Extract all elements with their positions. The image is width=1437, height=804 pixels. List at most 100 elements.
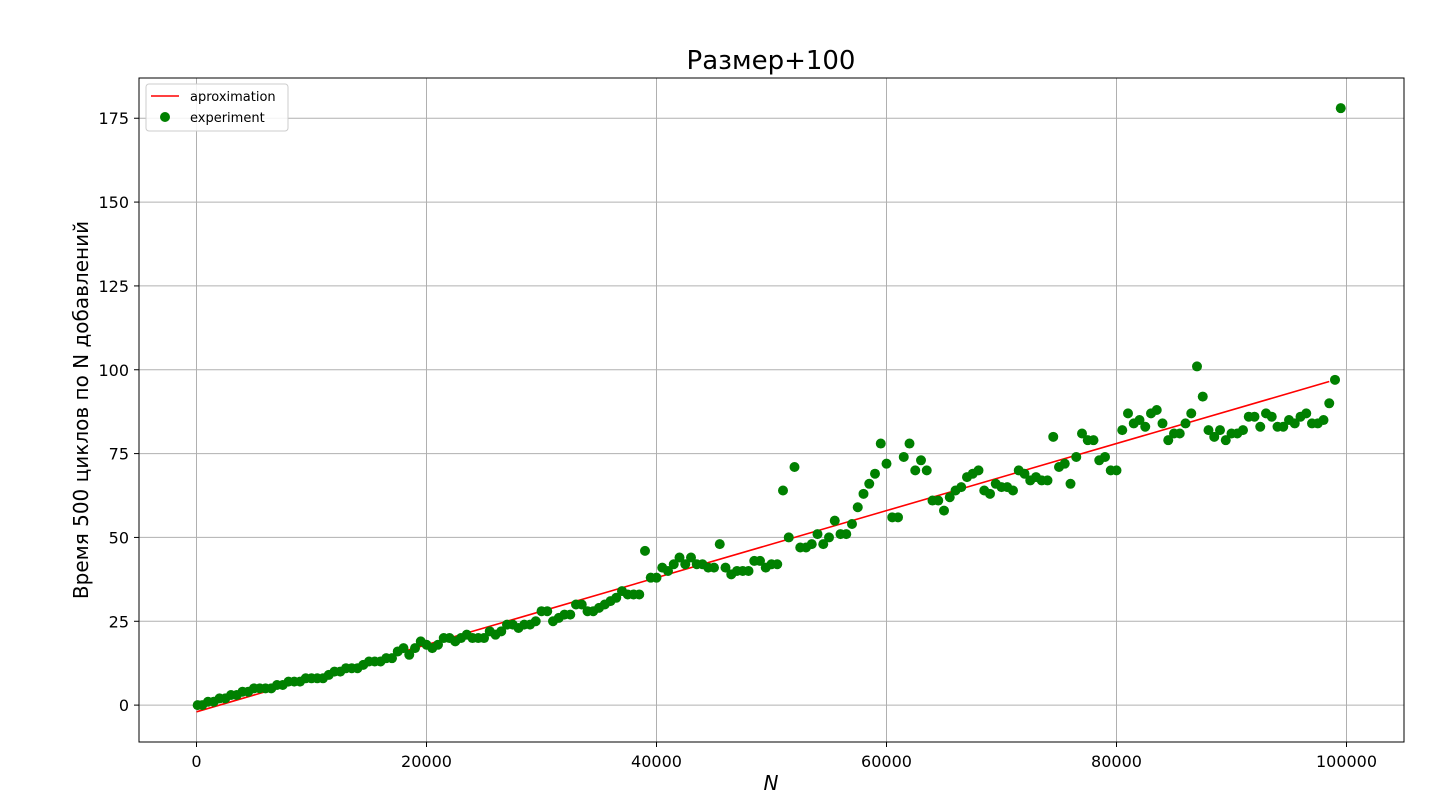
y-tick-label: 100: [98, 361, 129, 380]
experiment-point: [1215, 425, 1225, 436]
experiment-point: [651, 572, 662, 583]
experiment-point: [841, 529, 852, 540]
experiment-point: [1134, 415, 1145, 426]
experiment-point: [576, 599, 587, 610]
experiment-point: [565, 609, 576, 620]
experiment-point: [818, 539, 829, 550]
experiment-point: [939, 505, 949, 516]
experiment-point: [709, 562, 719, 573]
experiment-point: [1266, 411, 1277, 422]
experiment-point: [1163, 435, 1174, 446]
experiment-point: [1186, 408, 1197, 419]
experiment-point: [1180, 418, 1191, 429]
x-tick-label: 60000: [861, 752, 912, 771]
legend-point-swatch: [160, 112, 170, 122]
experiment-point: [1220, 435, 1231, 446]
experiment-point: [1192, 361, 1202, 372]
experiment-point: [1140, 421, 1151, 432]
experiment-point: [1019, 468, 1030, 479]
experiment-point: [944, 492, 955, 503]
grid-lines: [139, 78, 1404, 742]
experiment-point: [410, 643, 420, 654]
experiment-point: [755, 555, 765, 566]
x-tick-label: 20000: [401, 752, 452, 771]
experiment-point: [1203, 425, 1214, 436]
experiment-point: [789, 462, 800, 473]
legend-label-aproximation: aproximation: [190, 90, 276, 105]
experiment-point: [433, 639, 443, 650]
y-tick-label: 50: [109, 528, 129, 547]
experiment-point: [530, 616, 541, 627]
experiment-point: [1008, 485, 1018, 496]
experiment-point: [1278, 421, 1289, 432]
experiment-point: [824, 532, 834, 543]
experiment-point: [686, 552, 696, 563]
experiment-point: [1301, 408, 1312, 419]
x-axis-label: N: [764, 771, 779, 795]
y-tick-label: 175: [98, 109, 129, 128]
experiment-point: [1330, 374, 1340, 385]
experiment-point: [956, 482, 967, 493]
y-axis-label: Время 500 циклов по N добавлений: [69, 221, 93, 599]
experiment-point: [611, 592, 622, 603]
experiment-point: [680, 559, 691, 570]
experiment-point: [778, 485, 788, 496]
experiment-point: [404, 649, 415, 660]
experiment-point: [1042, 475, 1053, 486]
y-tick-label: 25: [109, 612, 129, 631]
legend-label-experiment: experiment: [190, 111, 265, 126]
x-tick-label: 100000: [1316, 752, 1377, 771]
experiment-point: [973, 465, 984, 476]
experiment-point: [674, 552, 685, 563]
experiment-point: [1048, 431, 1059, 442]
experiment-point: [852, 502, 863, 513]
experiment-point: [1209, 431, 1220, 442]
experiment-point: [1174, 428, 1185, 439]
experiment-point: [542, 606, 553, 617]
experiment-point: [772, 559, 783, 570]
experiment-point: [1197, 391, 1208, 402]
experiment-point: [985, 488, 995, 499]
experiment-point: [479, 633, 489, 644]
x-tick-label: 40000: [631, 752, 682, 771]
experiment-point: [858, 488, 869, 499]
y-axis-ticks: 0 25 50 75 100 125 150 175: [98, 109, 139, 715]
experiment-point: [714, 539, 725, 550]
experiment-point: [910, 465, 921, 476]
x-tick-label: 80000: [1091, 752, 1142, 771]
experiment-point: [1059, 458, 1070, 469]
experiment-point: [812, 529, 823, 540]
experiment-point: [398, 643, 409, 654]
experiment-point: [496, 626, 507, 637]
experiment-point: [1071, 451, 1082, 462]
experiment-point: [783, 532, 794, 543]
experiment-point: [870, 468, 880, 479]
experiment-point: [1065, 478, 1076, 489]
experiment-point: [916, 455, 926, 466]
plot-area-frame: [138, 77, 1405, 743]
experiment-point: [893, 512, 903, 523]
x-axis-ticks: 0 20000 40000 60000 80000 100000: [191, 742, 1377, 771]
y-tick-label: 125: [98, 277, 129, 296]
experiment-point: [1117, 425, 1128, 436]
experiment-point: [720, 562, 731, 573]
y-tick-label: 150: [98, 193, 129, 212]
experiment-point: [1289, 418, 1300, 429]
experiment-point: [829, 515, 840, 526]
y-tick-label: 0: [119, 696, 129, 715]
experiment-point: [1318, 415, 1329, 426]
experiment-point: [1335, 103, 1346, 114]
experiment-point: [1324, 398, 1335, 409]
experiment-point: [743, 565, 754, 576]
experiment-point: [634, 589, 645, 600]
experiment-point: [1238, 425, 1248, 436]
experiment-point: [881, 458, 892, 469]
experiment-point: [1111, 465, 1122, 476]
legend-box: [145, 83, 289, 132]
experiment-point: [1100, 451, 1110, 462]
experiment-point: [806, 539, 817, 550]
experiment-point: [387, 653, 397, 664]
experiment-point: [668, 559, 679, 570]
experiment-point: [1249, 411, 1260, 422]
